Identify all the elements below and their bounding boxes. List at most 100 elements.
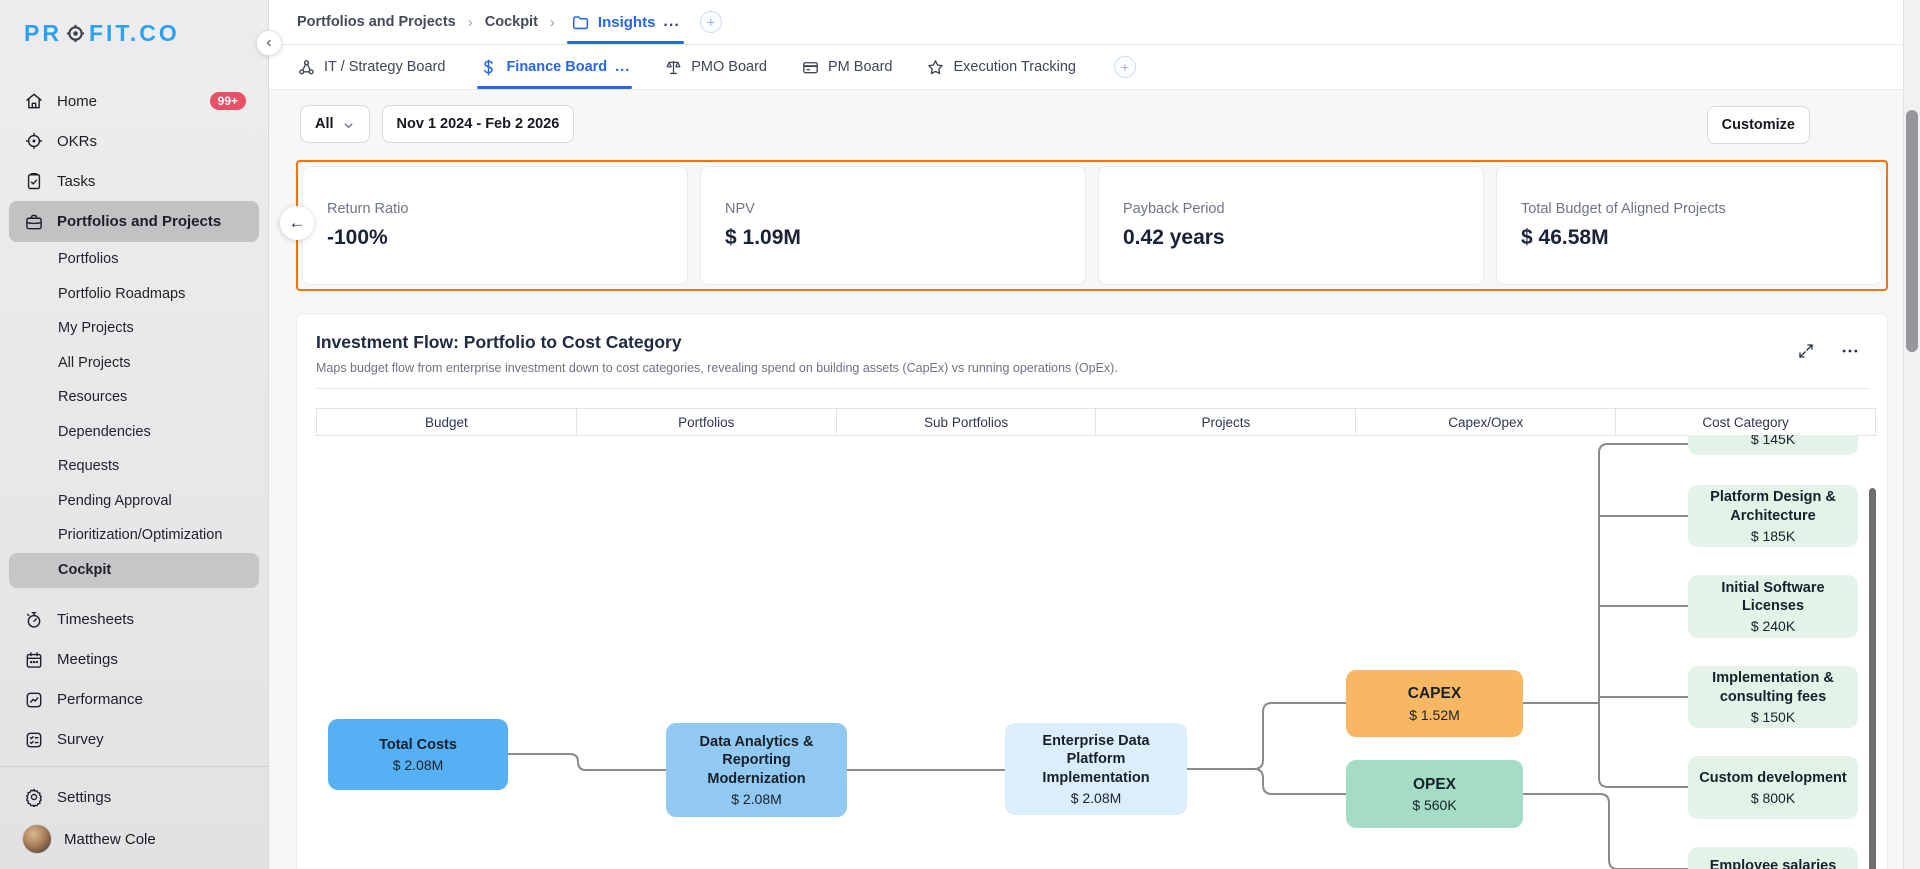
page-scrollbar-thumb[interactable] [1906, 110, 1918, 352]
sidebar-subitem-my-projects[interactable]: My Projects [0, 311, 268, 346]
subitem-label: Portfolio Roadmaps [58, 285, 186, 302]
customize-label: Customize [1721, 117, 1795, 133]
sidebar-subitem-prioritization-optimization[interactable]: Prioritization/Optimization [0, 518, 268, 553]
sidebar-collapse-button[interactable]: ‹ [256, 30, 282, 56]
gear-icon [24, 787, 44, 807]
tab-menu-dots[interactable]: ... [615, 59, 631, 75]
kpi-card-npv[interactable]: NPV $ 1.09M [700, 166, 1086, 285]
tab-finance-board[interactable]: Finance Board ... [477, 45, 633, 89]
sankey-column-headers: Budget Portfolios Sub Portfolios Project… [316, 408, 1876, 436]
date-range-button[interactable]: Nov 1 2024 - Feb 2 2026 [381, 105, 575, 143]
sidebar-subitem-requests[interactable]: Requests [0, 449, 268, 484]
node-value: $ 2.08M [392, 757, 444, 774]
sidebar-item-okrs[interactable]: OKRs [0, 121, 268, 161]
kpi-scroll-left-button[interactable]: ← [280, 206, 314, 240]
breadcrumb-separator: › [549, 13, 555, 31]
calendar-icon [24, 650, 44, 670]
kpi-card-total-budget[interactable]: Total Budget of Aligned Projects $ 46.58… [1496, 166, 1882, 285]
sidebar-item-home[interactable]: Home 99+ [0, 81, 268, 121]
subitem-label: Cockpit [58, 562, 112, 578]
breadcrumb-insights-active[interactable]: Insights ... [566, 0, 684, 44]
scale-icon [664, 58, 683, 77]
kpi-card-payback-period[interactable]: Payback Period 0.42 years [1098, 166, 1484, 285]
sidebar-nav: Home 99+ OKRs Tasks Portfolios and Proje… [0, 81, 268, 760]
sidebar-item-label: Settings [57, 788, 112, 806]
tab-execution-tracking[interactable]: Execution Tracking [926, 45, 1076, 89]
sidebar-item-timesheets[interactable]: Timesheets [0, 600, 268, 640]
breadcrumb-insights-menu-dots[interactable]: ... [663, 13, 680, 30]
kpi-label: Total Budget of Aligned Projects [1521, 201, 1726, 217]
sankey-node-total-costs[interactable]: Total Costs $ 2.08M [328, 719, 508, 790]
customize-button[interactable]: Customize [1706, 106, 1810, 144]
tab-label: PMO Board [691, 59, 767, 75]
sidebar-item-survey[interactable]: Survey [0, 720, 268, 760]
sidebar-subitem-pending-approval[interactable]: Pending Approval [0, 484, 268, 519]
arrow-left-icon: ← [288, 213, 306, 232]
sankey-node-custom-development[interactable]: Custom development $ 800K [1688, 756, 1858, 819]
tab-it-strategy-board[interactable]: IT / Strategy Board [297, 45, 445, 89]
sidebar-item-settings[interactable]: Settings [0, 777, 268, 817]
sidebar-subitem-resources[interactable]: Resources [0, 380, 268, 415]
logo-target-icon [65, 23, 86, 44]
okrs-target-icon [24, 131, 44, 151]
breadcrumb-portfolios-and-projects[interactable]: Portfolios and Projects [297, 14, 456, 30]
sankey-node-employee-salaries-clipped-bottom[interactable]: Employee salaries [1688, 847, 1858, 869]
date-range-label: Nov 1 2024 - Feb 2 2026 [396, 116, 560, 132]
tab-label: PM Board [828, 59, 893, 75]
tab-label: Execution Tracking [953, 59, 1076, 75]
kpi-card-return-ratio[interactable]: Return Ratio -100% [302, 166, 688, 285]
add-insight-tab-button[interactable]: + [699, 11, 722, 33]
dollar-icon [479, 58, 498, 77]
expand-icon[interactable] [1795, 340, 1817, 362]
kpi-value: 0.42 years [1123, 226, 1225, 249]
sankey-node-enterprise-data-platform[interactable]: Enterprise Data Platform Implementation … [1005, 723, 1187, 815]
user-avatar [22, 824, 52, 854]
node-label: Initial Software Licenses [1721, 579, 1825, 614]
sidebar-subitem-all-projects[interactable]: All Projects [0, 346, 268, 381]
kpi-label: Payback Period [1123, 201, 1225, 217]
kpi-highlight-group: ← Return Ratio -100% NPV $ 1.09M Payback… [280, 160, 1888, 291]
folder-icon [571, 13, 590, 32]
sankey-node-cost-category-clipped-top[interactable]: $ 145K [1688, 435, 1858, 455]
tab-pm-board[interactable]: PM Board [801, 45, 892, 89]
chevron-down-icon [342, 119, 355, 132]
user-menu[interactable]: Matthew Cole [0, 817, 268, 869]
profit-logo: PR FIT.CO [0, 0, 268, 47]
tab-label: Finance Board [506, 59, 608, 75]
sidebar-item-label: Meetings [57, 651, 118, 668]
sidebar-item-portfolios-and-projects[interactable]: Portfolios and Projects [9, 201, 259, 242]
add-board-tab-button[interactable]: + [1114, 56, 1136, 78]
chart-vertical-scrollbar[interactable] [1869, 488, 1876, 869]
sidebar-subitem-portfolios[interactable]: Portfolios [0, 242, 268, 277]
sidebar-item-tasks[interactable]: Tasks [0, 161, 268, 201]
sankey-node-platform-design-architecture[interactable]: Platform Design & Architecture $ 185K [1688, 485, 1858, 547]
tab-pmo-board[interactable]: PMO Board [664, 45, 767, 89]
subitem-label: All Projects [58, 354, 131, 371]
performance-chart-icon [24, 690, 44, 710]
sidebar-subitem-cockpit[interactable]: Cockpit [9, 552, 259, 588]
sankey-node-capex[interactable]: CAPEX $ 1.52M [1346, 670, 1523, 737]
sidebar-item-label: OKRs [57, 132, 98, 150]
sankey-node-implementation-consulting-fees[interactable]: Implementation & consulting fees $ 150K [1688, 666, 1858, 728]
sankey-node-opex[interactable]: OPEX $ 560K [1346, 760, 1523, 828]
sankey-node-initial-software-licenses[interactable]: Initial Software Licenses $ 240K [1688, 575, 1858, 638]
node-value: $ 240K [1750, 618, 1796, 635]
stopwatch-icon [24, 610, 44, 630]
sidebar-item-performance[interactable]: Performance [0, 680, 268, 720]
scope-filter-dropdown[interactable]: All [300, 105, 370, 143]
tab-label: IT / Strategy Board [324, 59, 446, 75]
active-breadcrumb-underline [566, 41, 684, 44]
more-options-icon[interactable] [1839, 340, 1861, 362]
breadcrumb-cockpit[interactable]: Cockpit [484, 14, 538, 30]
page-scrollbar[interactable] [1903, 0, 1920, 869]
sidebar-item-label: Performance [57, 691, 143, 708]
user-name: Matthew Cole [64, 830, 156, 848]
sidebar-item-meetings[interactable]: Meetings [0, 640, 268, 680]
node-label: Total Costs [379, 736, 457, 753]
sankey-node-data-analytics-portfolio[interactable]: Data Analytics & Reporting Modernization… [666, 723, 847, 817]
sidebar-subitem-dependencies[interactable]: Dependencies [0, 415, 268, 450]
sidebar-subitem-portfolio-roadmaps[interactable]: Portfolio Roadmaps [0, 277, 268, 312]
subitem-label: Pending Approval [58, 492, 172, 509]
sidebar-divider [0, 766, 268, 767]
sidebar-item-label: Survey [57, 731, 104, 748]
